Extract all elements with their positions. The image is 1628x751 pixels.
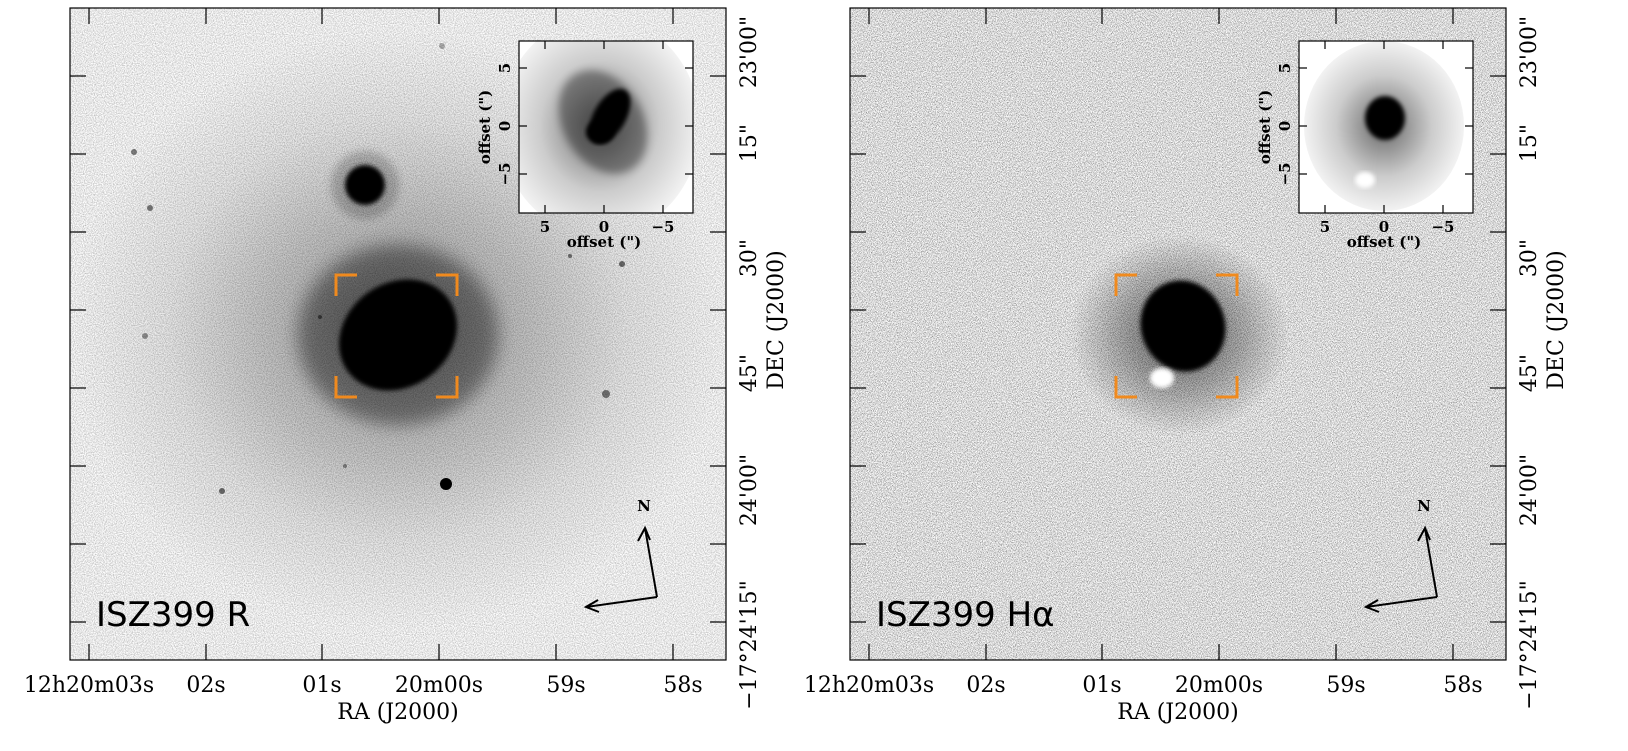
dec-tick-label: 30" [1517,239,1542,277]
inset-y-label: offset (") [476,90,494,164]
dec-tick-label: 24'00" [737,454,762,526]
inset-y-label: offset (") [1256,90,1274,164]
dec-tick-label: −17°24'15" [737,580,762,710]
x-axis-title: RA (J2000) [1117,700,1238,725]
panel-label: ISZ399 R [96,595,250,635]
inset-x-tick: 0 [1379,218,1389,236]
ra-tick-label: 20m00s [395,673,483,698]
inset-y-tick: −5 [496,162,514,185]
inset-y-tick: 5 [1276,63,1294,73]
dec-tick-label: 15" [737,124,762,162]
dec-tick-label: −17°24'15" [1517,580,1542,710]
galaxy-core [1140,280,1226,372]
ra-tick-label: 20m00s [1175,673,1263,698]
dec-tick-label: 23'00" [737,16,762,88]
dec-tick-label: 23'00" [1517,16,1542,88]
inset-h-alpha: 5 0 −5 offset (") 5 0 −5 offset (") [1256,40,1474,251]
inset-y-tick: 0 [1276,121,1294,131]
dec-tick-label: 24'00" [1517,454,1542,526]
dec-tick-label: 15" [1517,124,1542,162]
inset-x-tick: 5 [540,218,550,236]
compass-arrow [583,525,658,613]
y-axis-title: DEC (J2000) [764,250,789,390]
inset-y-tick: 5 [496,63,514,73]
inset-y-tick: −5 [1276,162,1294,185]
inset-x-tick: −5 [1431,218,1454,236]
inset-x-label: offset (") [567,233,641,251]
roi-bracket [334,273,459,399]
dec-tick-label: 45" [737,354,762,392]
ra-tick-label: 02s [966,673,1005,698]
ra-tick-label: 58s [663,673,702,698]
inset-x-tick: −5 [651,218,674,236]
inset-r: 5 0 −5 offset (") 5 0 −5 offset (") [476,40,694,251]
inset-y-tick: 0 [496,121,514,131]
ra-tick-label: 02s [186,673,225,698]
inset-x-tick: 0 [599,218,609,236]
ra-ticks-right [850,8,1506,660]
north-label: N [637,497,651,515]
dec-tick-label: 45" [1517,354,1542,392]
panel-label: ISZ399 Hα [876,595,1055,635]
galaxy-core [339,279,457,391]
ra-ticks-left [70,8,726,660]
x-axis-title: RA (J2000) [337,700,458,725]
roi-bracket [1114,273,1239,399]
north-label: N [1417,497,1431,515]
ra-tick-label: 01s [1082,673,1121,698]
ra-tick-label: 01s [302,673,341,698]
h-alpha-image [850,8,1506,660]
inset-x-tick: 5 [1320,218,1330,236]
inset-x-label: offset (") [1347,233,1421,251]
ra-tick-label: 58s [1443,673,1482,698]
compass-arrow [1363,525,1438,613]
ra-tick-label: 12h20m03s [24,673,154,698]
y-axis-title: DEC (J2000) [1544,250,1569,390]
dec-tick-label: 30" [737,239,762,277]
ra-tick-label: 59s [1326,673,1365,698]
ra-tick-label: 12h20m03s [804,673,934,698]
ra-tick-label: 59s [546,673,585,698]
